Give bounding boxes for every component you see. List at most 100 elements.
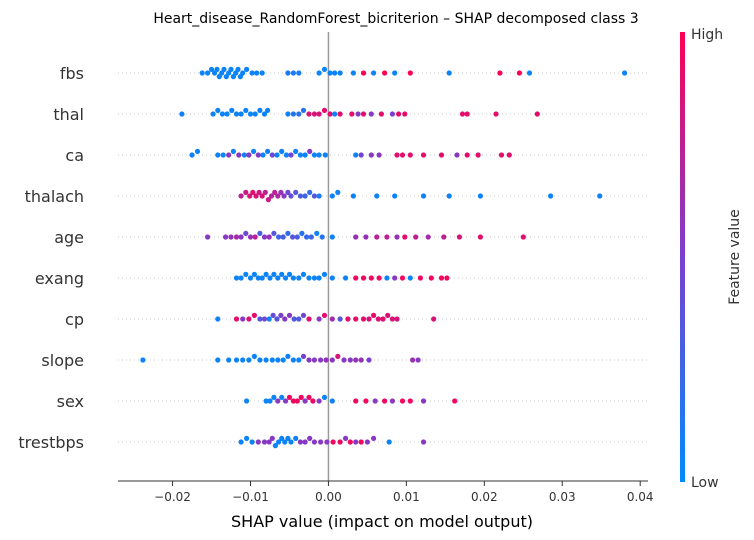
point-thalach <box>548 193 554 199</box>
point-exang <box>267 275 273 281</box>
point-cp <box>371 312 377 318</box>
point-cp <box>394 316 400 322</box>
feature-label-thal: thal <box>53 105 84 124</box>
point-thalach <box>307 189 313 195</box>
point-exang <box>296 275 302 281</box>
point-ca <box>297 152 303 158</box>
point-thalach <box>281 193 287 199</box>
point-cp <box>345 316 351 322</box>
point-thal <box>389 111 395 117</box>
point-slope <box>226 357 232 363</box>
point-cp <box>385 312 391 318</box>
point-sex <box>279 394 285 400</box>
point-sex <box>329 398 335 404</box>
point-trestbps <box>293 435 299 441</box>
point-fbs <box>321 66 328 72</box>
point-thal <box>349 111 355 117</box>
point-sex <box>407 398 413 404</box>
point-age <box>520 234 526 240</box>
point-slope <box>335 353 341 359</box>
data-points <box>140 66 628 449</box>
point-thalach <box>335 189 341 195</box>
point-thalach <box>285 189 291 195</box>
point-ca <box>265 148 271 154</box>
point-age <box>402 234 408 240</box>
point-thal <box>311 111 317 117</box>
point-fbs <box>249 70 255 76</box>
point-slope <box>358 357 364 363</box>
point-cp <box>278 312 284 318</box>
point-thal <box>224 111 230 117</box>
point-slope <box>296 357 302 363</box>
point-exang <box>343 275 349 281</box>
point-thalach <box>293 189 299 195</box>
point-exang <box>259 275 265 281</box>
point-fbs <box>332 70 338 76</box>
point-cp <box>296 316 302 322</box>
point-fbs <box>382 70 388 76</box>
point-fbs <box>228 66 234 72</box>
point-exang <box>360 275 367 281</box>
point-thal <box>215 107 221 113</box>
point-cp <box>286 312 293 318</box>
point-exang <box>321 271 328 277</box>
point-trestbps <box>272 443 278 449</box>
point-sex <box>283 398 289 404</box>
point-thalach <box>262 189 268 195</box>
point-slope <box>306 357 312 363</box>
point-ca <box>215 152 221 158</box>
point-ca <box>255 152 261 158</box>
point-sex <box>263 398 269 404</box>
point-slope <box>318 357 324 363</box>
x-tick-label: 0.01 <box>393 490 420 504</box>
point-age <box>374 234 380 240</box>
point-exang <box>428 275 434 281</box>
point-trestbps <box>420 439 427 445</box>
point-ca <box>353 152 359 158</box>
point-ca <box>269 152 275 158</box>
point-age <box>257 230 263 236</box>
point-cp <box>291 316 297 322</box>
point-age <box>308 234 314 240</box>
point-age <box>261 234 268 240</box>
feature-label-ca: ca <box>65 146 84 165</box>
point-slope <box>341 357 347 363</box>
point-slope <box>233 357 240 363</box>
point-age <box>233 234 240 240</box>
colorbar-low-label: Low <box>691 475 719 491</box>
point-fbs <box>235 66 241 72</box>
point-age <box>304 234 310 240</box>
point-age <box>276 234 282 240</box>
point-slope <box>366 357 372 363</box>
colorbar-title: Feature value <box>727 209 743 305</box>
point-fbs <box>327 70 333 76</box>
point-trestbps <box>324 439 330 445</box>
point-thal <box>464 111 470 117</box>
point-exang <box>286 271 293 277</box>
point-age <box>252 234 258 240</box>
point-thal <box>493 111 499 117</box>
point-thalach <box>247 193 253 199</box>
point-age <box>299 230 305 236</box>
point-exang <box>279 271 285 277</box>
point-thal <box>247 111 254 117</box>
point-thalach <box>302 193 308 199</box>
point-sex <box>267 398 273 404</box>
point-trestbps <box>330 439 336 445</box>
point-trestbps <box>318 439 324 445</box>
point-trestbps <box>249 439 255 445</box>
feature-rows: fbs thal ca thalach age exang cp slope sex trestb… <box>18 64 648 452</box>
point-fbs <box>407 70 413 76</box>
point-exang <box>368 275 374 281</box>
point-trestbps <box>343 435 349 441</box>
point-exang <box>417 275 423 281</box>
point-ca <box>274 152 280 158</box>
point-exang <box>399 275 406 281</box>
point-ca <box>498 152 505 158</box>
point-thalach <box>316 193 322 199</box>
point-ca <box>420 152 427 158</box>
point-cp <box>240 316 246 322</box>
point-ca <box>189 152 195 158</box>
chart-title: Heart_disease_RandomForest_bicriterion –… <box>153 11 638 27</box>
